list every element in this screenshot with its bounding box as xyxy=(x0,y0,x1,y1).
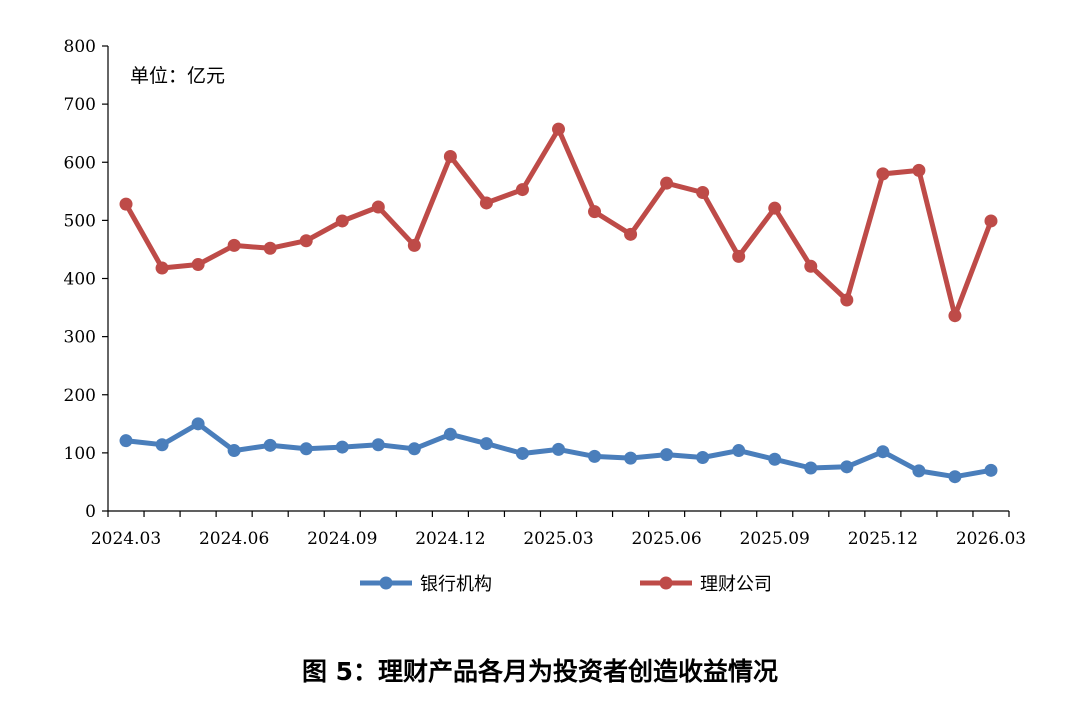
data-point xyxy=(660,176,674,190)
data-point xyxy=(119,434,133,448)
data-point xyxy=(407,442,421,456)
x-tick-label: 2026.03 xyxy=(956,529,1026,549)
legend-label: 理财公司 xyxy=(700,574,772,595)
x-tick-label: 2024.06 xyxy=(199,529,269,549)
data-point xyxy=(155,438,169,452)
data-point xyxy=(876,445,890,459)
data-point xyxy=(191,258,205,272)
data-point xyxy=(479,437,493,451)
data-point xyxy=(804,461,818,475)
data-point xyxy=(840,460,854,474)
x-tick-label: 2025.09 xyxy=(740,529,810,549)
x-tick-label: 2024.12 xyxy=(415,529,485,549)
data-point xyxy=(227,238,241,252)
data-point xyxy=(732,444,746,458)
legend-marker xyxy=(379,576,393,590)
y-tick-label: 700 xyxy=(64,95,96,115)
data-point xyxy=(335,440,349,454)
y-tick-label: 500 xyxy=(64,211,96,231)
data-point xyxy=(732,249,746,263)
data-point xyxy=(371,200,385,214)
y-tick-label: 100 xyxy=(64,444,96,464)
data-point xyxy=(299,234,313,248)
data-point xyxy=(768,452,782,466)
y-tick-label: 600 xyxy=(64,153,96,173)
legend-item: 理财公司 xyxy=(640,574,772,595)
series-line xyxy=(123,126,994,319)
legend-label: 银行机构 xyxy=(420,574,492,595)
data-point xyxy=(624,451,638,465)
axes xyxy=(107,46,1009,512)
data-point xyxy=(984,214,998,228)
data-point xyxy=(876,167,890,181)
x-tick-label: 2025.06 xyxy=(631,529,701,549)
x-tick-label: 2025.03 xyxy=(523,529,593,549)
data-point xyxy=(984,463,998,477)
data-point xyxy=(840,293,854,307)
data-point xyxy=(660,448,674,462)
unit-label: 单位：亿元 xyxy=(130,65,225,87)
data-point xyxy=(588,449,602,463)
data-point xyxy=(948,470,962,484)
data-point xyxy=(479,196,493,210)
data-point xyxy=(191,417,205,431)
data-point xyxy=(588,205,602,219)
data-point xyxy=(515,446,529,460)
legend-item: 银行机构 xyxy=(360,574,492,595)
data-point xyxy=(263,241,277,255)
data-point xyxy=(624,227,638,241)
y-axis-ticks: 0 100 200 300 400 500 600 700 800 xyxy=(64,37,108,522)
data-point xyxy=(768,201,782,215)
plot-area xyxy=(119,122,998,484)
y-tick-label: 200 xyxy=(64,386,96,406)
x-axis-ticks: 2024.03 2024.06 2024.09 2024.12 2025.03 2025.… xyxy=(91,511,1026,549)
data-point xyxy=(155,261,169,275)
data-point xyxy=(443,149,457,163)
data-point xyxy=(696,185,710,199)
series-2 xyxy=(119,122,998,323)
data-point xyxy=(912,464,926,478)
data-point xyxy=(948,309,962,323)
data-point xyxy=(335,214,349,228)
figure-caption: 图 5：理财产品各月为投资者创造收益情况 xyxy=(301,657,779,686)
data-point xyxy=(299,442,313,456)
data-point xyxy=(552,442,565,456)
y-tick-label: 800 xyxy=(64,37,96,57)
x-tick-label: 2024.03 xyxy=(91,529,161,549)
series-1 xyxy=(119,417,998,484)
x-tick-label: 2025.12 xyxy=(848,529,918,549)
data-point xyxy=(263,438,277,452)
line-chart: 0 100 200 300 400 500 600 700 800 2024.03 2024.06… xyxy=(64,37,1027,595)
data-point xyxy=(119,197,133,211)
y-tick-label: 0 xyxy=(85,502,96,522)
y-tick-label: 400 xyxy=(64,270,96,290)
data-point xyxy=(912,163,926,177)
data-point xyxy=(371,438,385,452)
legend-marker xyxy=(659,576,673,590)
data-point xyxy=(515,183,529,197)
x-tick-label: 2024.09 xyxy=(307,529,377,549)
data-point xyxy=(804,259,818,273)
data-point xyxy=(696,451,710,465)
data-point xyxy=(443,427,457,441)
y-tick-label: 300 xyxy=(64,328,96,348)
data-point xyxy=(407,238,421,252)
data-point xyxy=(552,122,565,136)
legend: 银行机构 理财公司 xyxy=(360,574,772,595)
data-point xyxy=(227,444,241,458)
